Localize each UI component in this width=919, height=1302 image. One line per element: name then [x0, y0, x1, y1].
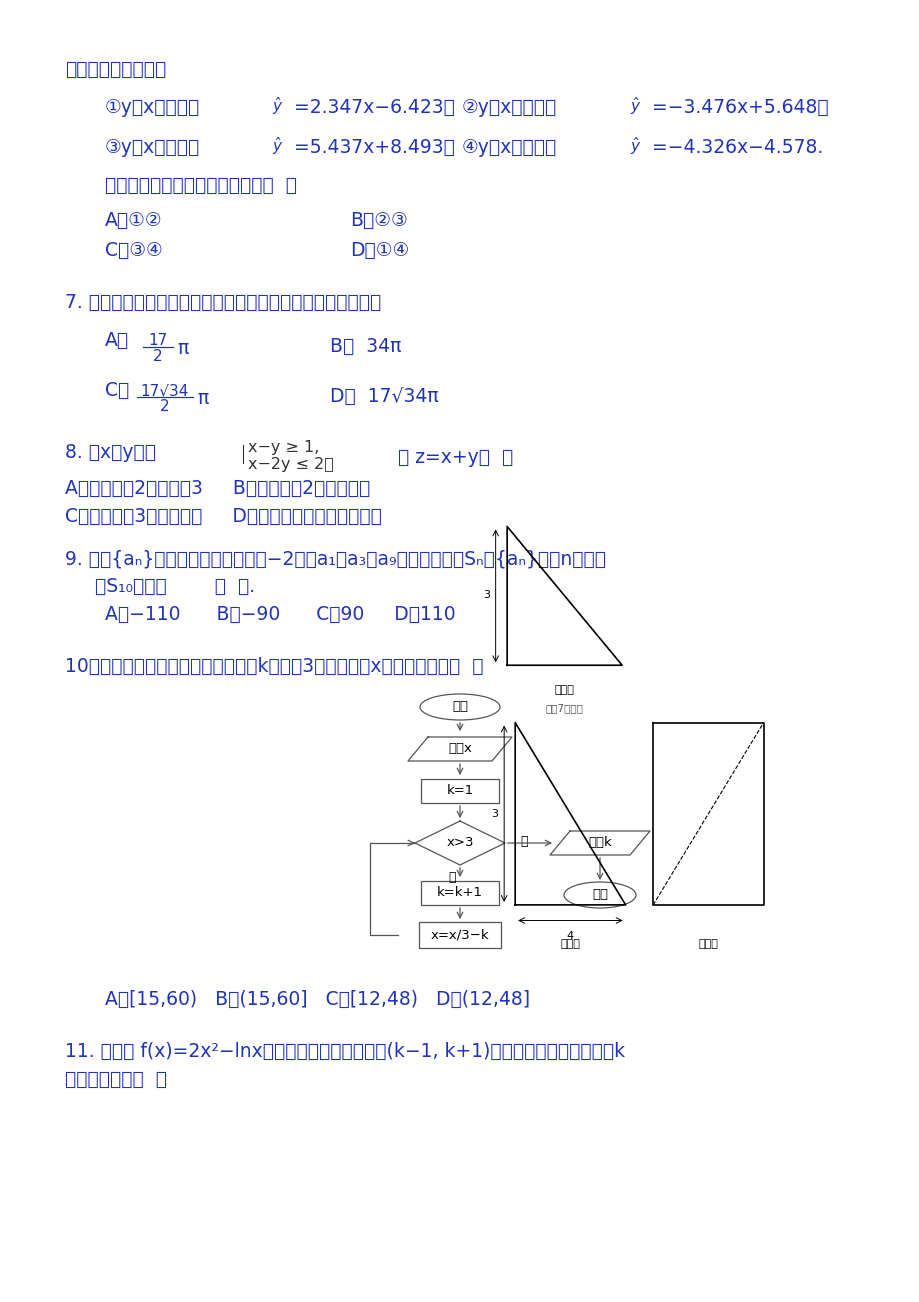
Ellipse shape: [563, 881, 635, 907]
Text: ②y与x负相关且: ②y与x负相关且: [461, 98, 557, 117]
Text: A．−110      B．−90      C．90     D．110: A．−110 B．−90 C．90 D．110: [105, 605, 455, 624]
Text: 结束: 结束: [591, 888, 607, 901]
Text: x>3: x>3: [446, 836, 473, 849]
Text: 正视图: 正视图: [560, 939, 580, 949]
Text: x=x/3−k: x=x/3−k: [430, 928, 489, 941]
Text: 输出k: 输出k: [587, 836, 611, 849]
Text: 输入x: 输入x: [448, 742, 471, 755]
Text: 3: 3: [482, 590, 490, 600]
Text: （第7题图）: （第7题图）: [545, 703, 583, 713]
Text: D．①④: D．①④: [349, 241, 409, 260]
Text: 4: 4: [566, 931, 573, 941]
Text: x−y ≥ 1,: x−y ≥ 1,: [248, 440, 319, 454]
Text: =2.347x−6.423；: =2.347x−6.423；: [294, 98, 454, 117]
Text: 开始: 开始: [451, 700, 468, 713]
Text: 则 z=x+y（  ）: 则 z=x+y（ ）: [398, 448, 513, 467]
Text: C．: C．: [105, 381, 129, 400]
Text: D．  17√34π: D． 17√34π: [330, 387, 438, 406]
Text: $\hat{y}$: $\hat{y}$: [272, 135, 283, 158]
Text: A．[15,60)   B．(15,60]   C．[12,48)   D．(12,48]: A．[15,60) B．(15,60] C．[12,48) D．(12,48]: [105, 990, 529, 1009]
Text: 则S₁₀的值为        （  ）.: 则S₁₀的值为 （ ）.: [95, 577, 255, 596]
Text: 2: 2: [153, 349, 163, 365]
Text: 9. 已知{aₙ}为等差数列，其公差为−2，且a₁是a₃与a₉的等比中项，Sₙ为{aₙ}的前n项和，: 9. 已知{aₙ}为等差数列，其公差为−2，且a₁是a₃与a₉的等比中项，Sₙ为…: [65, 549, 606, 568]
Text: $\hat{y}$: $\hat{y}$: [272, 95, 283, 117]
Text: =−4.326x−4.578.: =−4.326x−4.578.: [652, 138, 823, 158]
Bar: [421, 779, 498, 803]
Text: ①y与x负相关且: ①y与x负相关且: [105, 98, 200, 117]
Bar: [421, 881, 498, 905]
Text: 2: 2: [160, 398, 170, 414]
Text: B．②③: B．②③: [349, 211, 407, 230]
Text: 是: 是: [448, 871, 455, 884]
Text: π: π: [176, 339, 188, 358]
Text: ③y与x正相关且: ③y与x正相关且: [105, 138, 200, 158]
Text: 其中一定不正确的结论的序号是（  ）: 其中一定不正确的结论的序号是（ ）: [105, 176, 297, 195]
Text: B．  34π: B． 34π: [330, 337, 401, 355]
Text: k=1: k=1: [446, 785, 473, 798]
Text: 17√34: 17√34: [141, 383, 189, 398]
Text: ④y与x正相关且: ④y与x正相关且: [461, 138, 557, 158]
Text: 11. 若函数 f(x)=2x²−lnx在其定义域的一个子区间(k−1, k+1)内不是单调函数，则实数k: 11. 若函数 f(x)=2x²−lnx在其定义域的一个子区间(k−1, k+1…: [65, 1042, 624, 1061]
Text: $\hat{y}$: $\hat{y}$: [630, 95, 641, 117]
Text: 7. 某四棱锥的三视图如图所示，则该四棱锥外接球的表面积是: 7. 某四棱锥的三视图如图所示，则该四棱锥外接球的表面积是: [65, 293, 380, 312]
Text: 俯视图: 俯视图: [554, 685, 574, 695]
Text: x−2y ≤ 2，: x−2y ≤ 2，: [248, 457, 334, 473]
Bar: [418, 922, 501, 948]
Text: 17: 17: [148, 333, 167, 348]
Text: 8. 设x，y满足: 8. 设x，y满足: [65, 443, 156, 462]
Text: A．: A．: [105, 331, 129, 350]
Text: k=k+1: k=k+1: [437, 887, 482, 900]
Text: A．有最小值2，最大值3     B．有最小值2，无最大值: A．有最小值2，最大值3 B．有最小值2，无最大值: [65, 479, 369, 497]
Text: A．①②: A．①②: [105, 211, 163, 230]
Text: π: π: [197, 389, 208, 408]
Text: 侧视图: 侧视图: [698, 939, 718, 949]
Text: $\hat{y}$: $\hat{y}$: [630, 135, 641, 158]
Text: 的取值范围是（  ）: 的取值范围是（ ）: [65, 1070, 167, 1088]
Text: =5.437x+8.493；: =5.437x+8.493；: [294, 138, 454, 158]
Text: C．③④: C．③④: [105, 241, 163, 260]
Text: =−3.476x+5.648；: =−3.476x+5.648；: [652, 98, 828, 117]
Text: 10．某程序框图如图所示，若输出的k的值为3，则输入的x的取值范围为（  ）: 10．某程序框图如图所示，若输出的k的值为3，则输入的x的取值范围为（ ）: [65, 658, 483, 676]
Text: 得到以下四个结论：: 得到以下四个结论：: [65, 60, 166, 79]
Text: 3: 3: [491, 809, 498, 819]
Text: 否: 否: [519, 835, 527, 848]
Text: C．有最大值3，无最小值     D．既无最小值，也无最大值: C．有最大值3，无最小值 D．既无最小值，也无最大值: [65, 506, 381, 526]
Ellipse shape: [420, 694, 499, 720]
